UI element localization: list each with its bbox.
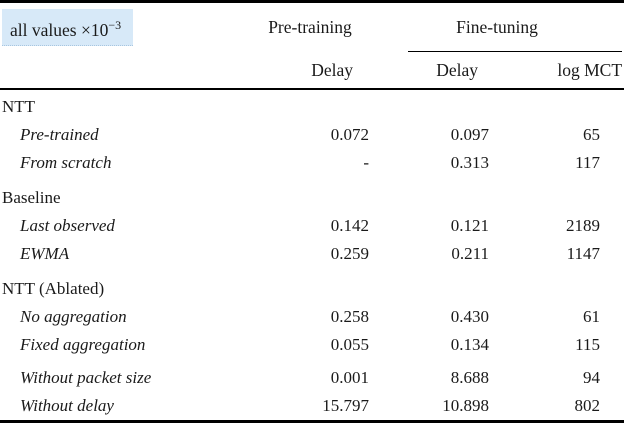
cell-pretraining-delay: - (363, 153, 369, 172)
cell-pretraining-delay: 0.055 (330, 335, 369, 354)
cell-finetuning-delay: 0.211 (451, 244, 489, 263)
column-subheader-row: Delay Delay log MCT (0, 52, 624, 90)
group-title-label: NTT (2, 97, 36, 116)
group-title-ntt: NTT (0, 89, 624, 121)
row-label: No aggregation (20, 307, 127, 326)
units-note-exponent: −3 (108, 17, 122, 32)
header-pretraining-delay: Delay (250, 52, 370, 90)
empty-cell (250, 177, 370, 212)
column-group-finetuning: Fine-tuning (370, 2, 624, 53)
units-note-highlight: all values ×10−3 (2, 8, 134, 47)
row-label: EWMA (20, 244, 70, 263)
cell-log-mct: 1147 (566, 244, 601, 263)
cell-log-mct: 65 (583, 125, 601, 144)
cell-finetuning-delay: 8.688 (450, 368, 489, 387)
cell-finetuning-delay: 0.134 (450, 335, 489, 354)
cell-log-mct: 61 (583, 307, 601, 326)
group-title-label: Baseline (2, 188, 61, 207)
cell-pretraining-delay: 0.142 (330, 216, 369, 235)
cell-finetuning-delay: 0.313 (450, 153, 489, 172)
empty-cell (490, 177, 624, 212)
cell-finetuning-delay: 0.121 (450, 216, 489, 235)
cell-finetuning-delay: 10.898 (442, 396, 489, 415)
table-row-fixed-aggregation: Fixed aggregation 0.055 0.134 115 (0, 331, 624, 359)
cell-log-mct: 94 (583, 368, 601, 387)
row-label: From scratch (20, 153, 112, 172)
column-group-pretraining: Pre-training (268, 17, 352, 37)
table-row-from-scratch: From scratch - 0.313 117 (0, 149, 624, 177)
row-label: Pre-trained (20, 125, 99, 144)
group-title-baseline: Baseline (0, 177, 624, 212)
cell-pretraining-delay: 15.797 (322, 396, 369, 415)
group-title-ntt-ablated: NTT (Ablated) (0, 268, 624, 303)
empty-cell (250, 268, 370, 303)
cell-pretraining-delay: 0.258 (330, 307, 369, 326)
table-row-without-delay: Without delay 15.797 10.898 802 (0, 392, 624, 422)
row-label: Without delay (20, 396, 114, 415)
empty-cell (370, 268, 490, 303)
row-label: Fixed aggregation (20, 335, 146, 354)
cell-log-mct: 802 (574, 396, 601, 415)
table-row-pre-trained: Pre-trained 0.072 0.097 65 (0, 121, 624, 149)
empty-cell (370, 177, 490, 212)
table-header: all values ×10−3 Pre-training Fine-tunin… (0, 2, 624, 90)
units-note-text: all values (10, 19, 77, 40)
empty-cell (490, 268, 624, 303)
row-label: Last observed (20, 216, 115, 235)
group-title-label: NTT (Ablated) (2, 279, 105, 298)
empty-cell (370, 89, 490, 121)
empty-header-cell (0, 52, 250, 90)
table-body: NTT Pre-trained 0.072 0.097 65 From scra… (0, 89, 624, 422)
cell-pretraining-delay: 0.001 (330, 368, 369, 387)
table-row-without-packet-size: Without packet size 0.001 8.688 94 (0, 359, 624, 392)
table-row-ewma: EWMA 0.259 0.211 1147 (0, 240, 624, 268)
units-note-multiplier: ×10 (76, 19, 109, 40)
header-finetuning-logmct: log MCT (490, 52, 624, 90)
cell-log-mct: 115 (575, 335, 601, 354)
cell-pretraining-delay: 0.072 (330, 125, 369, 144)
cell-finetuning-delay: 0.097 (450, 125, 489, 144)
cell-pretraining-delay: 0.259 (330, 244, 369, 263)
empty-cell (490, 89, 624, 121)
table-row-no-aggregation: No aggregation 0.258 0.430 61 (0, 303, 624, 331)
cell-log-mct: 2189 (566, 216, 601, 235)
header-finetuning-delay: Delay (370, 52, 490, 90)
cell-log-mct: 117 (575, 153, 601, 172)
cell-finetuning-delay: 0.430 (450, 307, 489, 326)
units-note-cell: all values ×10−3 (0, 2, 250, 53)
empty-cell (250, 89, 370, 121)
column-group-row: all values ×10−3 Pre-training Fine-tunin… (0, 2, 624, 53)
table-row-last-observed: Last observed 0.142 0.121 2189 (0, 212, 624, 240)
row-label: Without packet size (20, 368, 152, 387)
